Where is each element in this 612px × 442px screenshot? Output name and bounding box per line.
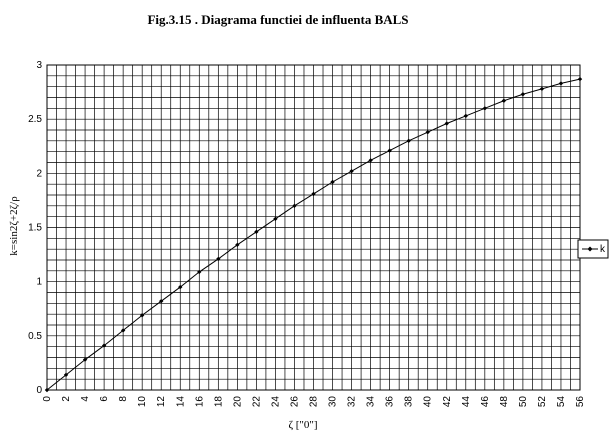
y-tick-label: 0: [36, 385, 42, 396]
data-point: [387, 148, 392, 153]
data-point: [63, 372, 69, 378]
data-point: [577, 76, 583, 82]
data-point: [216, 256, 221, 262]
legend-marker: [587, 246, 593, 252]
data-point: [520, 92, 526, 97]
x-axis-label: ζ ["0"]: [288, 419, 317, 431]
data-point: [178, 284, 183, 290]
data-point: [159, 298, 164, 304]
x-tick-label: 34: [366, 396, 377, 408]
y-tick-label: 2: [36, 168, 42, 179]
data-point: [82, 357, 88, 362]
legend: k: [577, 239, 609, 259]
x-tick-label: 6: [99, 396, 110, 402]
y-tick-label: 1: [36, 277, 42, 288]
x-tick-label: 14: [175, 396, 186, 408]
data-point: [444, 121, 449, 126]
x-tick-label: 48: [499, 396, 510, 408]
x-tick-label: 28: [309, 396, 320, 408]
data-point: [539, 86, 545, 92]
data-point: [406, 138, 411, 144]
x-tick-label: 8: [118, 396, 129, 402]
x-tick-label: 54: [556, 396, 567, 408]
x-tick-label: 16: [194, 396, 205, 408]
y-tick-label: 0.5: [28, 331, 42, 342]
data-point: [330, 179, 335, 185]
x-tick-label: 10: [137, 396, 148, 408]
x-tick-label: 26: [289, 396, 300, 408]
x-tick-label: 4: [80, 396, 91, 402]
x-tick-label: 12: [156, 396, 167, 408]
x-tick-label: 22: [251, 396, 262, 408]
y-tick-label: 3: [36, 60, 42, 71]
data-point: [197, 269, 202, 275]
x-tick-label: 24: [270, 396, 281, 408]
x-tick-label: 44: [461, 396, 472, 408]
y-tick-label: 1.5: [28, 223, 42, 234]
x-tick-label: 56: [575, 396, 586, 408]
x-tick-label: 32: [347, 396, 358, 408]
plot-area: 00.511.522.530 2 4 6 8 10 12 14 16 18 20 22 24 26 28 30…: [28, 60, 586, 407]
x-tick-label: 46: [480, 396, 491, 408]
data-point: [558, 81, 564, 86]
x-tick-label: 52: [537, 396, 548, 408]
data-point: [311, 191, 316, 197]
plot-border: [46, 64, 581, 391]
data-point: [139, 313, 145, 318]
data-point: [292, 203, 297, 209]
chart-title: Fig.3.15 . Diagrama functiei de influent…: [147, 12, 408, 27]
y-tick-label: 2.5: [28, 114, 42, 125]
data-point: [101, 343, 107, 348]
x-tick-label: 40: [423, 396, 434, 408]
x-tick-label: 0: [42, 396, 53, 402]
data-point: [120, 328, 126, 333]
x-tick-label: 18: [213, 396, 224, 408]
x-tick-label: 2: [61, 396, 72, 402]
x-tick-label: 20: [232, 396, 243, 408]
data-point: [235, 242, 240, 248]
data-point: [463, 113, 468, 119]
legend-label: k: [600, 244, 606, 255]
data-point: [273, 216, 278, 222]
data-point: [44, 387, 50, 393]
data-point: [425, 129, 430, 135]
x-tick-label: 50: [518, 396, 529, 408]
data-point: [368, 158, 373, 163]
x-tick-label: 42: [442, 396, 453, 408]
data-point: [254, 229, 259, 235]
data-point: [349, 168, 354, 174]
data-point: [482, 106, 488, 111]
x-tick-label: 36: [385, 396, 396, 408]
y-axis-label: k=sin2ζ+2ζ/ρ: [8, 196, 20, 256]
x-tick-label: 30: [328, 396, 339, 408]
x-tick-label: 38: [404, 396, 415, 408]
data-point: [501, 98, 507, 103]
